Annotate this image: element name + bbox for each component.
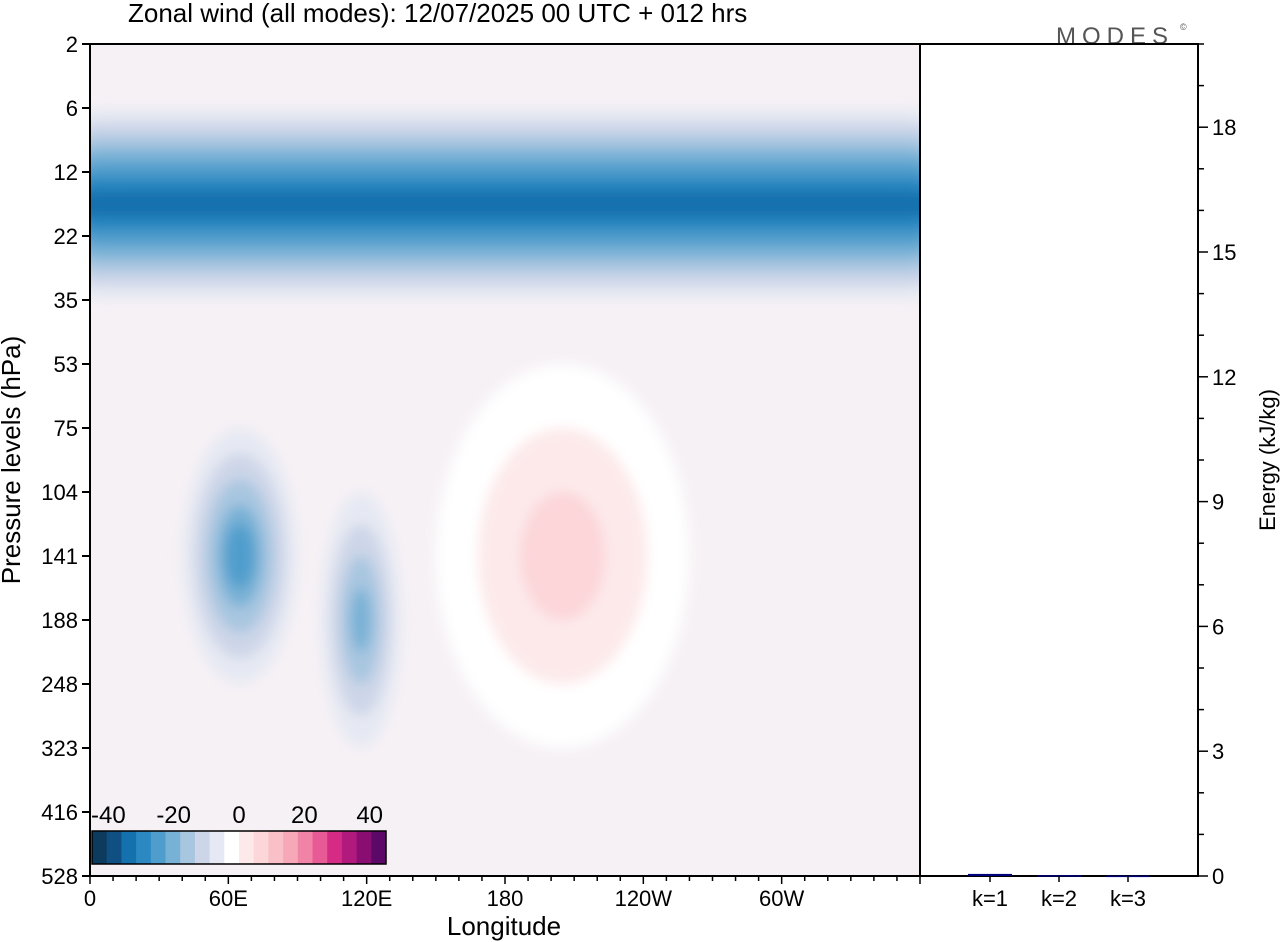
y-tick-label: 22 bbox=[54, 224, 78, 249]
colorbar-swatch bbox=[150, 831, 166, 864]
colorbar-swatch bbox=[297, 831, 313, 864]
colorbar-swatch bbox=[239, 831, 255, 864]
chart-title: Zonal wind (all modes): 12/07/2025 00 UT… bbox=[128, 0, 747, 28]
y-tick-label: 35 bbox=[54, 288, 78, 313]
y-axis-label: Pressure levels (hPa) bbox=[0, 336, 26, 585]
colorbar-label: 0 bbox=[232, 802, 245, 829]
energy-tick-label: 6 bbox=[1212, 614, 1224, 639]
colorbar: -40 -20 0 20 40 bbox=[91, 802, 387, 865]
colorbar-swatch bbox=[327, 831, 343, 864]
y-tick-label: 53 bbox=[54, 352, 78, 377]
colorbar-label: -40 bbox=[91, 802, 126, 829]
colorbar-swatch bbox=[224, 831, 240, 864]
colorbar-swatch bbox=[356, 831, 372, 864]
energy-axis: 0 3 6 9 12 15 18 k=1 k=2 k=3 bbox=[972, 43, 1236, 911]
colorbar-label: 40 bbox=[356, 802, 383, 829]
colorbar-swatch bbox=[165, 831, 181, 864]
colorbar-label: 20 bbox=[291, 802, 318, 829]
colorbar-label: -20 bbox=[156, 802, 191, 829]
x-tick-label: 60E bbox=[209, 886, 248, 911]
energy-tick-label: 9 bbox=[1212, 490, 1224, 515]
heatmap-cell bbox=[350, 588, 371, 652]
colorbar-swatch bbox=[268, 831, 284, 864]
y-tick-label: 248 bbox=[41, 672, 78, 697]
x-tick-label: 120E bbox=[341, 886, 392, 911]
y-tick-label: 416 bbox=[41, 800, 78, 825]
energy-tick-label: 15 bbox=[1212, 240, 1236, 265]
energy-category-label: k=1 bbox=[972, 886, 1008, 911]
colorbar-swatch bbox=[371, 831, 387, 864]
colorbar-swatch bbox=[312, 831, 328, 864]
colorbar-swatch bbox=[283, 831, 299, 864]
y-axis: 2 6 12 22 35 53 75 104 141 188 248 323 416 528 bbox=[41, 32, 90, 889]
x-tick-label: 120W bbox=[615, 886, 673, 911]
y-tick-label: 141 bbox=[41, 544, 78, 569]
energy-bar bbox=[968, 873, 1012, 876]
colorbar-swatch bbox=[209, 831, 225, 864]
energy-bar bbox=[1037, 875, 1081, 877]
y-tick-label: 323 bbox=[41, 736, 78, 761]
colorbar-swatch bbox=[92, 831, 108, 864]
heatmap-fields bbox=[90, 108, 920, 748]
energy-category-label: k=2 bbox=[1041, 886, 1077, 911]
colorbar-swatch bbox=[194, 831, 211, 864]
energy-tick-label: 3 bbox=[1212, 739, 1224, 764]
y-tick-label: 188 bbox=[41, 608, 78, 633]
energy-axis-label: Energy (kJ/kg) bbox=[1255, 389, 1280, 531]
energy-tick-label: 18 bbox=[1212, 115, 1236, 140]
colorbar-swatch bbox=[253, 831, 269, 864]
colorbar-swatch bbox=[180, 831, 196, 864]
x-tick-label: 60W bbox=[759, 886, 804, 911]
heatmap-cell bbox=[520, 492, 605, 620]
colorbar-frame bbox=[91, 830, 387, 865]
heatmap-plot bbox=[90, 44, 920, 876]
y-tick-label: 104 bbox=[41, 480, 78, 505]
y-tick-label: 528 bbox=[41, 864, 78, 889]
colorbar-swatch bbox=[136, 831, 152, 864]
x-axis-label: Longitude bbox=[447, 911, 561, 941]
colorbar-swatch bbox=[106, 831, 122, 864]
y-tick-label: 75 bbox=[54, 416, 78, 441]
energy-tick-label: 12 bbox=[1212, 365, 1236, 390]
heatmap-cell bbox=[225, 524, 255, 588]
y-tick-label: 6 bbox=[66, 96, 78, 121]
energy-tick-label: 0 bbox=[1212, 864, 1224, 889]
x-tick-label: 0 bbox=[84, 886, 96, 911]
x-axis: 0 60E 120E 180 120W 60W bbox=[84, 876, 921, 911]
energy-category-label: k=3 bbox=[1110, 886, 1146, 911]
colorbar-swatch bbox=[341, 831, 358, 864]
colorbar-swatch bbox=[121, 831, 137, 864]
y-tick-label: 12 bbox=[54, 160, 78, 185]
heatmap-band bbox=[90, 190, 920, 218]
x-tick-label: 180 bbox=[487, 886, 524, 911]
brand-mark: © bbox=[1180, 22, 1187, 32]
y-tick-label: 2 bbox=[66, 32, 78, 57]
energy-frame bbox=[919, 43, 1199, 877]
